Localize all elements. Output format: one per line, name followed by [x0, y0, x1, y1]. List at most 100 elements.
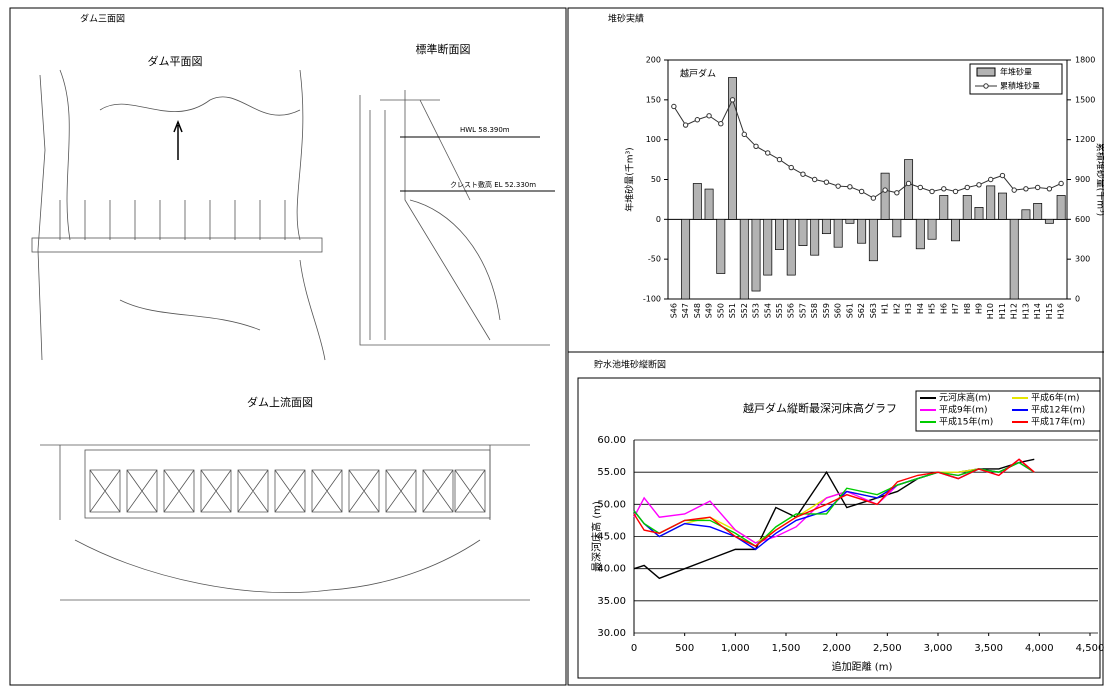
x-tick-label: H2: [892, 303, 901, 314]
line-marker: [942, 187, 946, 191]
x-tick-label: H1: [881, 303, 890, 314]
x-tick-label: H16: [1057, 303, 1066, 319]
bar: [1045, 219, 1053, 223]
bar: [693, 183, 701, 219]
bar: [1022, 210, 1030, 220]
y2-tick-label: 300: [1075, 255, 1090, 264]
plot-frame: [668, 60, 1067, 299]
y2-tick-label: 1200: [1075, 135, 1095, 144]
bar: [893, 219, 901, 237]
x-tick-label: S49: [705, 303, 714, 318]
bar: [975, 207, 983, 219]
bar: [1034, 203, 1042, 219]
chart-title: 越戸ダム縦断最深河床高グラフ: [743, 401, 897, 415]
y-axis-title: 最深河床高 (m): [590, 501, 603, 572]
legend-label: 平成9年(m): [939, 404, 988, 416]
line-marker: [883, 188, 887, 192]
y-tick-label: 100: [646, 135, 661, 144]
legend-label: 平成15年(m): [939, 416, 993, 428]
annotation: HWL 58.390m: [460, 126, 510, 134]
drawing-title: 標準断面図: [416, 42, 471, 56]
y-tick-label: 55.00: [597, 467, 626, 478]
line-marker: [871, 196, 875, 200]
section-drawing: 標準断面図 HWL 58.390m クレスト敷高 EL 52.330m: [360, 42, 555, 345]
line-marker: [848, 185, 852, 189]
bar: [858, 219, 866, 243]
line-marker: [824, 180, 828, 184]
annotation: 越戸ダム: [680, 68, 716, 80]
line-marker: [1047, 187, 1051, 191]
x-tick-label: H14: [1033, 303, 1042, 319]
x-tick-label: 2,000: [822, 643, 851, 654]
drawing-title: ダム上流面図: [247, 395, 313, 409]
y2-axis-title: 累積堆砂量(千m³): [1095, 143, 1104, 216]
x-tick-label: S56: [787, 303, 796, 318]
y-tick-label: 150: [646, 95, 661, 104]
x-tick-label: S47: [681, 303, 690, 318]
y2-tick-label: 1800: [1075, 56, 1095, 65]
line-marker: [812, 177, 816, 181]
line-marker: [930, 189, 934, 193]
legend-label: 累積堆砂量: [1000, 81, 1040, 91]
bar: [928, 219, 936, 239]
x-tick-label: 1,500: [772, 643, 801, 654]
legend-label: 平成12年(m): [1031, 404, 1085, 416]
y2-tick-label: 1500: [1075, 95, 1095, 104]
upstream-drawing: ダム上流面図: [40, 395, 530, 600]
annotation: クレスト敷高 EL 52.330m: [450, 180, 536, 189]
y-tick-label: 200: [646, 56, 661, 65]
x-tick-label: H3: [904, 303, 913, 314]
x-tick-label: 1,000: [721, 643, 750, 654]
line-marker: [730, 98, 734, 102]
line-marker: [789, 165, 793, 169]
x-tick-label: H8: [963, 303, 972, 314]
bar: [987, 186, 995, 219]
panel-label: 堆砂実績: [608, 13, 644, 25]
bar: [764, 219, 772, 275]
line-marker: [989, 177, 993, 181]
bar: [822, 219, 830, 233]
bar: [916, 219, 924, 248]
legend-label: 元河床高(m): [939, 392, 991, 404]
line-marker: [859, 189, 863, 193]
x-tick-label: H12: [1010, 303, 1019, 319]
x-tick-label: 4,000: [1025, 643, 1054, 654]
x-tick-label: S51: [728, 303, 737, 318]
x-tick-label: H7: [951, 303, 960, 314]
bar: [705, 189, 713, 219]
line-marker: [895, 191, 899, 195]
x-tick-label: S46: [669, 303, 678, 318]
line-marker: [766, 151, 770, 155]
line-marker: [1059, 181, 1063, 185]
line-marker: [977, 183, 981, 187]
bar: [740, 219, 748, 299]
right-panel: [568, 8, 1103, 685]
panel-label: ダム三面図: [80, 13, 125, 25]
x-tick-label: 4,500: [1076, 643, 1104, 654]
y2-tick-label: 0: [1075, 295, 1080, 304]
line-marker: [695, 118, 699, 122]
x-tick-label: S57: [798, 303, 807, 318]
legend-swatch: [977, 68, 995, 76]
x-tick-label: S58: [810, 303, 819, 318]
x-tick-label: 3,500: [974, 643, 1003, 654]
y-tick-label: -50: [648, 255, 661, 264]
line-marker: [754, 144, 758, 148]
bar: [811, 219, 819, 255]
x-tick-label: S48: [693, 303, 702, 318]
legend-label: 平成17年(m): [1031, 416, 1085, 428]
bar: [787, 219, 795, 275]
legend-swatch: [984, 84, 988, 88]
y-tick-label: 0: [656, 215, 661, 224]
x-tick-label: S61: [845, 303, 854, 318]
x-tick-label: H6: [939, 303, 948, 314]
x-tick-label: 3,000: [924, 643, 953, 654]
line-marker: [707, 114, 711, 118]
bar: [834, 219, 842, 247]
y-tick-label: 50: [651, 175, 661, 184]
x-tick-label: S50: [716, 303, 725, 318]
line-marker: [1035, 185, 1039, 189]
bar: [717, 219, 725, 273]
line-marker: [1012, 188, 1016, 192]
page: ダム三面図 堆砂実績 貯水池堆砂縦断図 ダム平面図 標準断面図 HWL 58.3…: [0, 0, 1104, 686]
